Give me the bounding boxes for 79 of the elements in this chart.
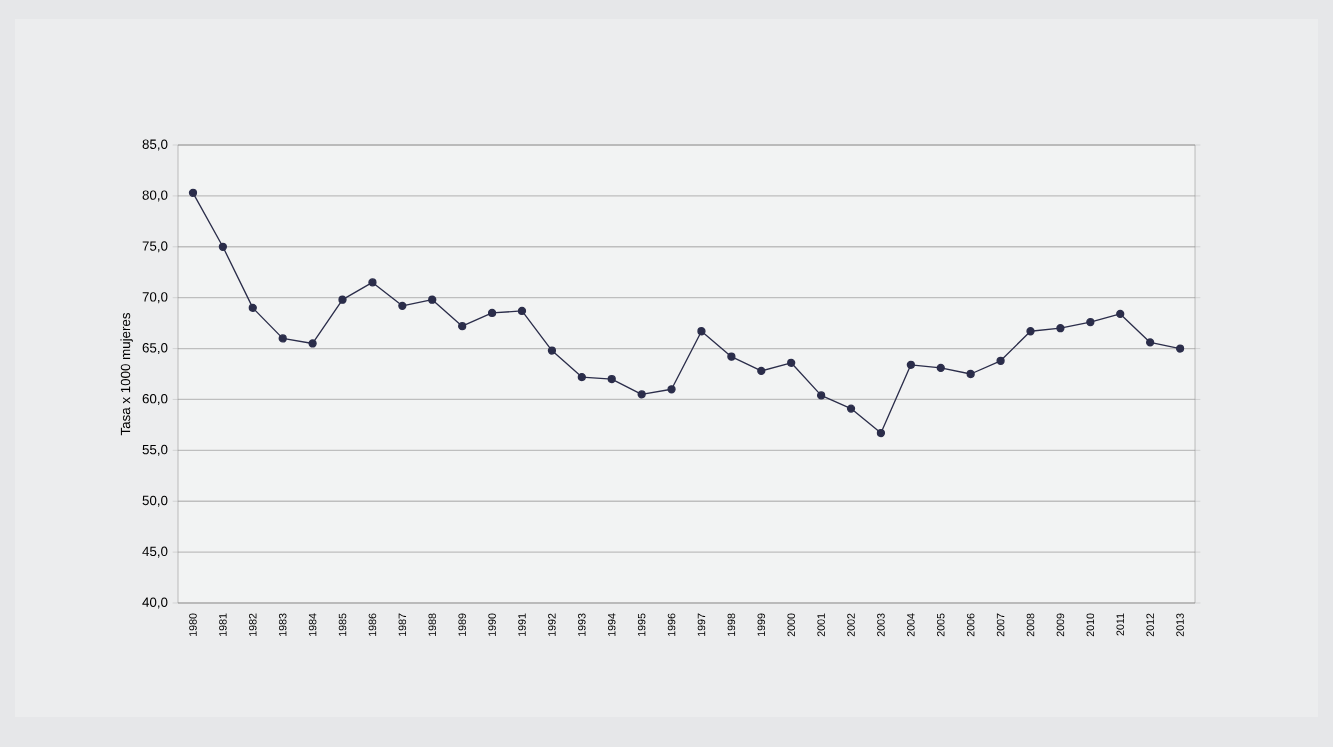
- x-tick-label: 2012: [1146, 613, 1154, 637]
- x-tick-label: 1989: [458, 613, 466, 636]
- point: [188, 188, 198, 197]
- x-tick-label: 2010: [1086, 613, 1095, 637]
- point: [458, 322, 467, 331]
- x-tick-label: 1992: [548, 613, 556, 636]
- x-tick-label: 1999: [757, 613, 766, 636]
- x-tick-label: 1997: [697, 613, 706, 636]
- point: [398, 301, 407, 310]
- x-tick-label: 2007: [996, 613, 1005, 637]
- x-tick-label: 1995: [637, 613, 646, 636]
- point: [667, 385, 676, 394]
- y-tick-label: 80,0: [142, 190, 168, 202]
- x-tick-label: 2001: [817, 613, 825, 637]
- y-tick-label: 45,0: [142, 546, 168, 558]
- point: [1146, 338, 1155, 347]
- point: [727, 352, 736, 361]
- point: [338, 295, 347, 304]
- x-tick-label: 1987: [398, 613, 407, 636]
- y-tick-label: 70,0: [142, 292, 168, 304]
- x-tick-label: 1984: [308, 613, 317, 636]
- point: [936, 363, 945, 373]
- point: [906, 360, 915, 369]
- x-tick-label: 1988: [428, 613, 437, 636]
- y-axis-title: Tasa x 1000 mujeres: [120, 312, 133, 436]
- point: [787, 358, 796, 367]
- point: [876, 428, 886, 438]
- y-tick-label: 75,0: [142, 241, 168, 253]
- x-tick-label: 1986: [368, 613, 377, 636]
- point: [1056, 324, 1065, 333]
- x-tick-label: 1993: [578, 613, 586, 636]
- y-tick-label: 55,0: [142, 444, 168, 456]
- point: [428, 295, 437, 304]
- point: [248, 303, 257, 312]
- point: [607, 374, 616, 384]
- x-tick-label: 2011: [1116, 613, 1125, 636]
- x-tick-label: 1981: [219, 613, 227, 636]
- x-tick-label: 1990: [488, 613, 496, 636]
- x-tick-label: 2006: [966, 613, 975, 637]
- point: [577, 372, 586, 382]
- point: [517, 306, 527, 316]
- x-tick-label: 1985: [338, 613, 347, 636]
- point: [1026, 327, 1035, 336]
- x-tick-label: 2005: [936, 613, 945, 637]
- point: [757, 366, 766, 376]
- point: [846, 404, 856, 413]
- x-tick-label: 1980: [189, 613, 197, 636]
- x-tick-label: 2000: [787, 613, 795, 637]
- point: [368, 278, 377, 287]
- point: [218, 242, 228, 251]
- point: [278, 334, 287, 343]
- point: [637, 390, 646, 399]
- point: [487, 308, 497, 318]
- y-tick-label: 60,0: [142, 393, 168, 405]
- point: [1175, 344, 1185, 353]
- x-tick-label: 1998: [727, 613, 736, 636]
- x-tick-label: 2002: [847, 613, 855, 637]
- point: [816, 391, 826, 400]
- x-tick-label: 1983: [278, 613, 287, 636]
- x-tick-label: 1991: [518, 613, 526, 636]
- point: [966, 369, 975, 379]
- y-tick-label: 85,0: [142, 139, 168, 151]
- x-tick-label: 1982: [249, 613, 257, 636]
- x-tick-label: 2003: [877, 613, 885, 637]
- y-tick-label: 40,0: [142, 597, 168, 609]
- x-tick-label: 2008: [1026, 613, 1035, 637]
- point: [697, 327, 706, 336]
- y-tick-label: 65,0: [142, 343, 168, 355]
- y-tick-label: 50,0: [142, 495, 168, 507]
- point: [308, 339, 317, 348]
- point: [1086, 317, 1095, 327]
- x-tick-label: 1994: [607, 613, 616, 636]
- x-tick-label: 2009: [1056, 613, 1065, 637]
- point: [996, 356, 1005, 365]
- x-tick-label: 1996: [667, 613, 676, 636]
- x-tick-label: 2013: [1176, 613, 1184, 637]
- point: [547, 346, 557, 355]
- point: [1116, 309, 1125, 319]
- x-tick-label: 2004: [907, 613, 915, 637]
